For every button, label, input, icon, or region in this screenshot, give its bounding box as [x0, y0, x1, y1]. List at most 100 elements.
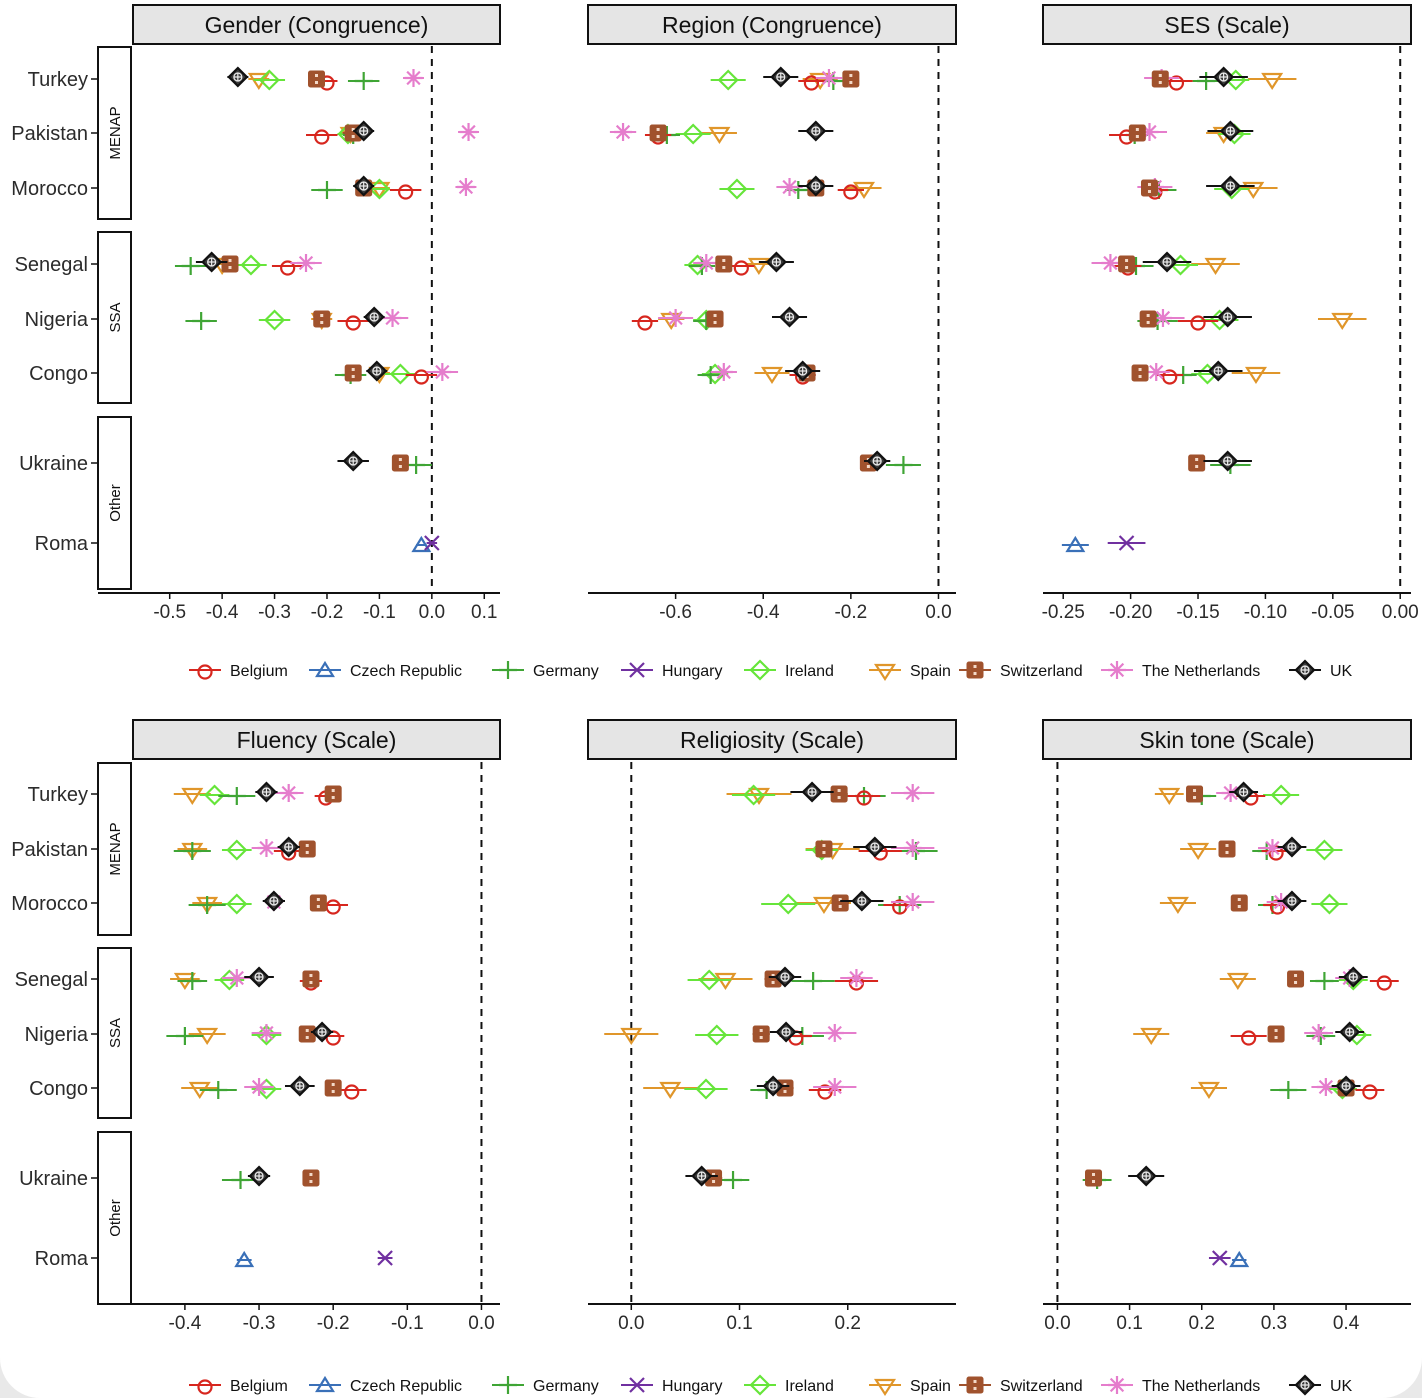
group-strip	[97, 1131, 132, 1305]
marker-triangle-down	[1244, 366, 1267, 385]
data-point-the-netherlands	[273, 784, 304, 802]
data-point-belgium	[728, 260, 755, 276]
marker-square-dot	[822, 844, 826, 847]
data-point-hungary	[377, 1250, 393, 1266]
marker-asterisk-ray	[782, 179, 797, 195]
marker-square-dot	[331, 796, 335, 799]
panel-title: Fluency (Scale)	[237, 727, 397, 753]
data-point-belgium	[1355, 1084, 1385, 1100]
panel-skin-tone-scale: Skin tone (Scale) 0.0 0.1 0.2 0.3 0.4	[1042, 719, 1412, 1334]
data-point-the-netherlands	[891, 784, 935, 802]
marker-asterisk-ray	[699, 255, 714, 271]
marker-square-dot	[331, 1083, 335, 1086]
data-point-spain	[1133, 1027, 1170, 1046]
marker-square-dot	[837, 796, 841, 799]
marker-square	[830, 785, 848, 803]
data-point-uk	[1338, 966, 1368, 988]
data-point-switzerland	[1186, 785, 1204, 803]
marker-diamond	[717, 69, 739, 91]
marker-square-dot	[656, 135, 660, 138]
data-point-uk	[1229, 781, 1259, 803]
marker-diamond	[749, 1374, 771, 1396]
marker-asterisk-ray	[298, 255, 314, 271]
marker-square-dot	[838, 905, 842, 908]
marker-square-dot	[320, 321, 324, 324]
data-point-uk	[353, 120, 375, 142]
data-point-ireland	[675, 123, 711, 145]
data-point-uk	[1206, 175, 1255, 197]
data-point-belgium	[337, 315, 369, 331]
marker-square	[966, 661, 984, 679]
legend-item-uk: UK	[1289, 1374, 1353, 1396]
data-point-switzerland	[1139, 310, 1157, 328]
data-point-the-netherlands	[813, 1078, 857, 1096]
marker-circle	[1241, 1030, 1257, 1046]
x-tick-label: -0.6	[659, 602, 692, 623]
marker-square-dot	[783, 1090, 787, 1093]
data-point-the-netherlands	[221, 969, 252, 987]
panel-ses-scale: SES (Scale) -0.25 -0.20 -0.15 -0.10 -0.05 0.00	[1042, 4, 1419, 623]
y-tick-label: Nigeria	[25, 1024, 89, 1046]
panel-title: SES (Scale)	[1164, 12, 1289, 38]
legend-label: The Netherlands	[1142, 663, 1260, 680]
legend-label: Belgium	[230, 1378, 288, 1395]
marker-square-dot	[973, 1380, 977, 1383]
data-point-the-netherlands	[1142, 363, 1170, 381]
data-point-belgium	[1369, 975, 1399, 991]
data-point-uk	[1203, 306, 1252, 328]
data-point-the-netherlands	[813, 1024, 857, 1042]
legend-item-uk: UK	[1289, 659, 1353, 681]
data-point-belgium	[271, 260, 304, 276]
marker-square	[344, 364, 362, 382]
marker-diamond	[1318, 893, 1341, 915]
x-tick-label: 0.2	[1189, 1313, 1215, 1334]
data-point-the-netherlands	[455, 178, 477, 196]
data-point-switzerland	[831, 894, 849, 912]
x-tick-label: -0.1	[391, 1313, 424, 1334]
marker-circle	[325, 899, 341, 915]
marker-square-dot	[309, 1173, 313, 1176]
data-point-ireland	[1311, 893, 1348, 915]
panel-title: Region (Congruence)	[662, 12, 882, 38]
legend-label: Czech Republic	[350, 1378, 462, 1395]
marker-triangle-down	[1166, 896, 1189, 915]
marker-square-dot	[722, 259, 726, 262]
marker-square-dot	[1146, 314, 1150, 317]
marker-square-dot	[228, 259, 232, 262]
marker-square	[815, 840, 833, 858]
marker-square-dot	[1274, 1029, 1278, 1032]
y-tick-label: Senegal	[15, 254, 88, 276]
marker-square-dot	[771, 981, 775, 984]
legend-label: Spain	[910, 1378, 951, 1395]
panel-fluency-scale: Fluency (Scale) -0.4 -0.3 -0.2 -0.1 0.0 MENAP T…	[11, 719, 501, 1334]
marker-triangle-down	[1197, 1081, 1220, 1100]
marker-asterisk-ray	[1155, 310, 1171, 326]
marker-triangle-up	[234, 1250, 255, 1268]
data-point-switzerland	[1128, 124, 1146, 142]
data-point-the-netherlands	[840, 969, 873, 987]
marker-square-dot	[1092, 1180, 1096, 1183]
marker-asterisk-ray	[1109, 662, 1125, 678]
marker-triangle-down	[1204, 257, 1227, 276]
data-point-switzerland	[298, 1025, 316, 1043]
marker-circle	[197, 664, 213, 680]
x-tick-label: -0.4	[747, 602, 780, 623]
marker-square	[966, 1376, 984, 1394]
legend-label: UK	[1330, 1378, 1353, 1395]
data-point-germany	[218, 787, 256, 805]
data-point-switzerland	[815, 840, 833, 858]
legend-item-belgium: Belgium	[189, 663, 288, 680]
y-tick-label: Pakistan	[11, 123, 88, 145]
data-point-germany	[1309, 972, 1339, 990]
data-point-germany	[1192, 72, 1220, 90]
data-point-belgium	[1230, 1030, 1267, 1046]
y-tick-label: Roma	[35, 533, 89, 555]
panel-strip	[132, 719, 501, 760]
data-point-the-netherlands	[290, 254, 322, 272]
data-point-the-netherlands	[693, 254, 720, 272]
marker-square-dot	[305, 1029, 309, 1032]
data-point-uk	[363, 306, 385, 328]
x-tick-label: 0.3	[1261, 1313, 1287, 1334]
marker-asterisk-ray	[849, 970, 864, 986]
marker-square	[1118, 255, 1136, 273]
